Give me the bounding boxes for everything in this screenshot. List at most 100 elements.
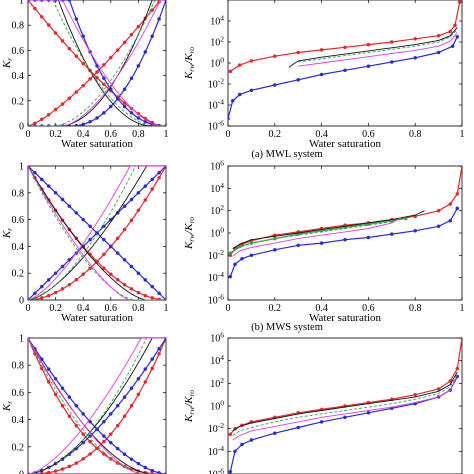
x-tick-label: 0.4 (315, 129, 328, 140)
data-point (115, 423, 120, 428)
data-point (122, 282, 127, 287)
data-point (129, 111, 134, 115)
data-point (413, 37, 418, 41)
data-point (74, 403, 79, 408)
data-point (366, 64, 371, 68)
x-tick-label: 1 (164, 129, 169, 140)
y-tick-label: 1 (19, 334, 24, 345)
data-point (150, 177, 154, 182)
data-point (122, 257, 127, 262)
series-line (232, 374, 458, 436)
data-point (102, 82, 106, 87)
data-point (115, 277, 120, 282)
data-point (53, 107, 58, 112)
y-tick-label: 100 (210, 226, 224, 240)
data-point (46, 23, 51, 27)
data-point (389, 60, 394, 64)
data-point (53, 392, 58, 397)
data-point (109, 244, 113, 249)
data-point (40, 177, 44, 182)
x-tick-label: 0 (26, 129, 31, 140)
data-point (88, 419, 92, 424)
data-point (366, 410, 371, 415)
data-point (455, 192, 460, 196)
data-point (150, 187, 154, 191)
data-point (150, 366, 154, 371)
y-tick-label: 10-2 (208, 77, 224, 91)
data-point (343, 45, 347, 50)
data-point (296, 50, 301, 55)
series-line (229, 217, 406, 254)
data-point (95, 70, 99, 74)
series-line (28, 338, 166, 474)
plot-area (28, 0, 166, 126)
axes-frame (227, 165, 463, 301)
series-line (228, 36, 458, 119)
data-point (136, 290, 141, 295)
plot-area (28, 166, 166, 300)
x-tick-label: 1 (460, 303, 465, 314)
data-point (109, 432, 113, 436)
y-tick-label: 104 (210, 353, 224, 367)
data-point (53, 290, 58, 295)
data-point (136, 190, 141, 195)
data-point (157, 297, 161, 300)
series-line (28, 338, 166, 474)
data-point (240, 256, 244, 261)
data-point (102, 224, 106, 229)
series-line (28, 338, 166, 474)
data-point (129, 197, 134, 202)
data-point (272, 54, 277, 59)
data-point (81, 412, 85, 416)
x-axis-label: Water saturation (61, 138, 134, 150)
data-point (53, 376, 58, 381)
data-point (74, 17, 79, 21)
data-point (109, 55, 113, 60)
x-tick-label: 0.8 (132, 129, 145, 140)
data-point (46, 470, 51, 474)
data-point (150, 357, 154, 361)
data-point (157, 471, 161, 474)
data-point (436, 208, 441, 213)
data-point (60, 39, 65, 43)
data-point (115, 446, 120, 451)
data-point (143, 293, 148, 298)
x-tick-label: 0.8 (409, 129, 422, 140)
data-point (228, 116, 230, 121)
data-point (74, 461, 79, 465)
data-point (81, 61, 85, 66)
x-axis-label: Water saturation (309, 138, 382, 150)
data-point (143, 50, 148, 54)
data-point (67, 282, 72, 287)
data-point (448, 218, 453, 223)
y-tick-label: 0.6 (12, 388, 25, 399)
data-point (136, 64, 141, 68)
data-point (46, 380, 51, 384)
data-point (249, 59, 254, 63)
data-point (81, 432, 85, 436)
data-point (102, 452, 106, 456)
axes-frame (227, 0, 463, 127)
y-tick-label: 0.4 (12, 242, 25, 253)
data-point (122, 40, 127, 45)
data-point (33, 6, 37, 11)
data-point (81, 272, 85, 277)
data-point (228, 69, 233, 74)
data-point (122, 227, 127, 232)
y-axis-label: Kr (1, 228, 14, 239)
data-point (115, 236, 120, 241)
y-tick-label: 0 (19, 296, 24, 307)
panel-b-kr-plot: 0 0.2 0.4 0.6 0.8 1 0 0.2 0.4 0.6 0.8 1 Water satura… (1, 162, 169, 325)
series-line (28, 166, 166, 300)
y-tick-label: 0 (19, 470, 24, 474)
y-tick-label: 10-6 (208, 467, 224, 474)
y-tick-label: 100 (210, 56, 224, 70)
data-point (102, 63, 106, 67)
y-tick-label: 10-6 (208, 293, 224, 307)
x-tick-label: 0.6 (105, 129, 118, 140)
series-line (28, 338, 166, 474)
y-tick-label: 10-6 (208, 119, 224, 133)
series-line (28, 338, 166, 474)
x-tick-label: 0.6 (362, 303, 375, 314)
y-tick-label: 102 (210, 35, 224, 49)
